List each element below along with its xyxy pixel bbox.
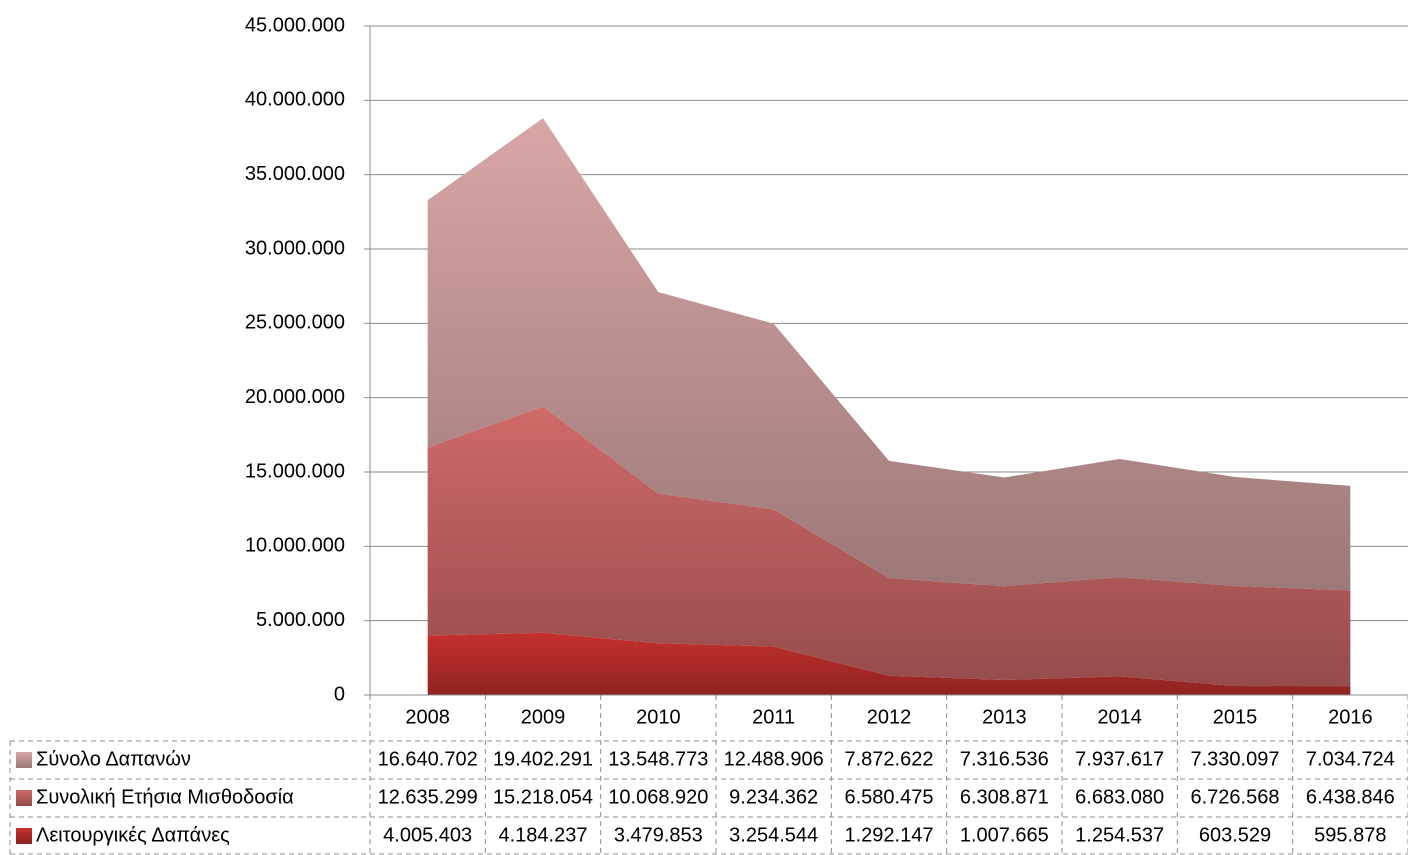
data-label: 7.034.724 (1306, 748, 1395, 770)
x-tick-label: 2010 (636, 706, 681, 728)
legend-label: Συνολική Ετήσια Μισθοδοσία (36, 786, 294, 808)
y-tick-label: 15.000.000 (245, 460, 345, 482)
data-label: 603.529 (1199, 824, 1271, 846)
x-tick-label: 2008 (405, 706, 450, 728)
data-label: 7.872.622 (845, 748, 934, 770)
data-label: 4.184.237 (499, 824, 588, 846)
data-label: 9.234.362 (729, 786, 818, 808)
area (427, 118, 1351, 591)
data-label: 6.683.080 (1075, 786, 1164, 808)
data-label: 6.726.568 (1191, 786, 1280, 808)
y-tick-label: 40.000.000 (245, 89, 345, 111)
y-tick-label: 30.000.000 (245, 237, 345, 259)
legend-key (16, 790, 32, 806)
data-label: 1.254.537 (1075, 824, 1164, 846)
data-label: 6.580.475 (845, 786, 934, 808)
data-label: 4.005.403 (383, 824, 472, 846)
x-tick-label: 2015 (1213, 706, 1258, 728)
y-tick-label: 5.000.000 (256, 609, 345, 631)
x-tick-label: 2016 (1328, 706, 1373, 728)
data-label: 16.640.702 (378, 748, 478, 770)
data-label: 7.937.617 (1075, 748, 1164, 770)
area (427, 632, 1351, 695)
data-label: 13.548.773 (608, 748, 708, 770)
data-label: 3.254.544 (729, 824, 818, 846)
y-tick-label: 0 (334, 683, 345, 705)
y-tick-label: 25.000.000 (245, 312, 345, 334)
data-label: 15.218.054 (493, 786, 593, 808)
y-tick-label: 45.000.000 (245, 14, 345, 36)
legend-label: Λειτουργικές Δαπάνες (36, 824, 230, 846)
data-label: 1.007.665 (960, 824, 1049, 846)
x-tick-label: 2009 (521, 706, 566, 728)
x-tick-label: 2013 (982, 706, 1027, 728)
legend-label: Σύνολο Δαπανών (36, 748, 191, 770)
data-label: 6.308.871 (960, 786, 1049, 808)
y-tick-label: 35.000.000 (245, 163, 345, 185)
legend-key (16, 828, 32, 844)
data-label: 12.635.299 (378, 786, 478, 808)
x-tick-label: 2012 (867, 706, 912, 728)
data-label: 595.878 (1314, 824, 1386, 846)
legend-key (16, 752, 32, 768)
data-label: 7.316.536 (960, 748, 1049, 770)
y-tick-label: 10.000.000 (245, 535, 345, 557)
data-label: 3.479.853 (614, 824, 703, 846)
data-label: 12.488.906 (724, 748, 824, 770)
data-label: 19.402.291 (493, 748, 593, 770)
data-label: 1.292.147 (845, 824, 934, 846)
data-label: 10.068.920 (608, 786, 708, 808)
x-tick-label: 2011 (752, 706, 795, 728)
data-label: 7.330.097 (1191, 748, 1280, 770)
y-tick-label: 20.000.000 (245, 386, 345, 408)
x-tick-label: 2014 (1097, 706, 1142, 728)
area (427, 406, 1351, 687)
data-label: 6.438.846 (1306, 786, 1395, 808)
